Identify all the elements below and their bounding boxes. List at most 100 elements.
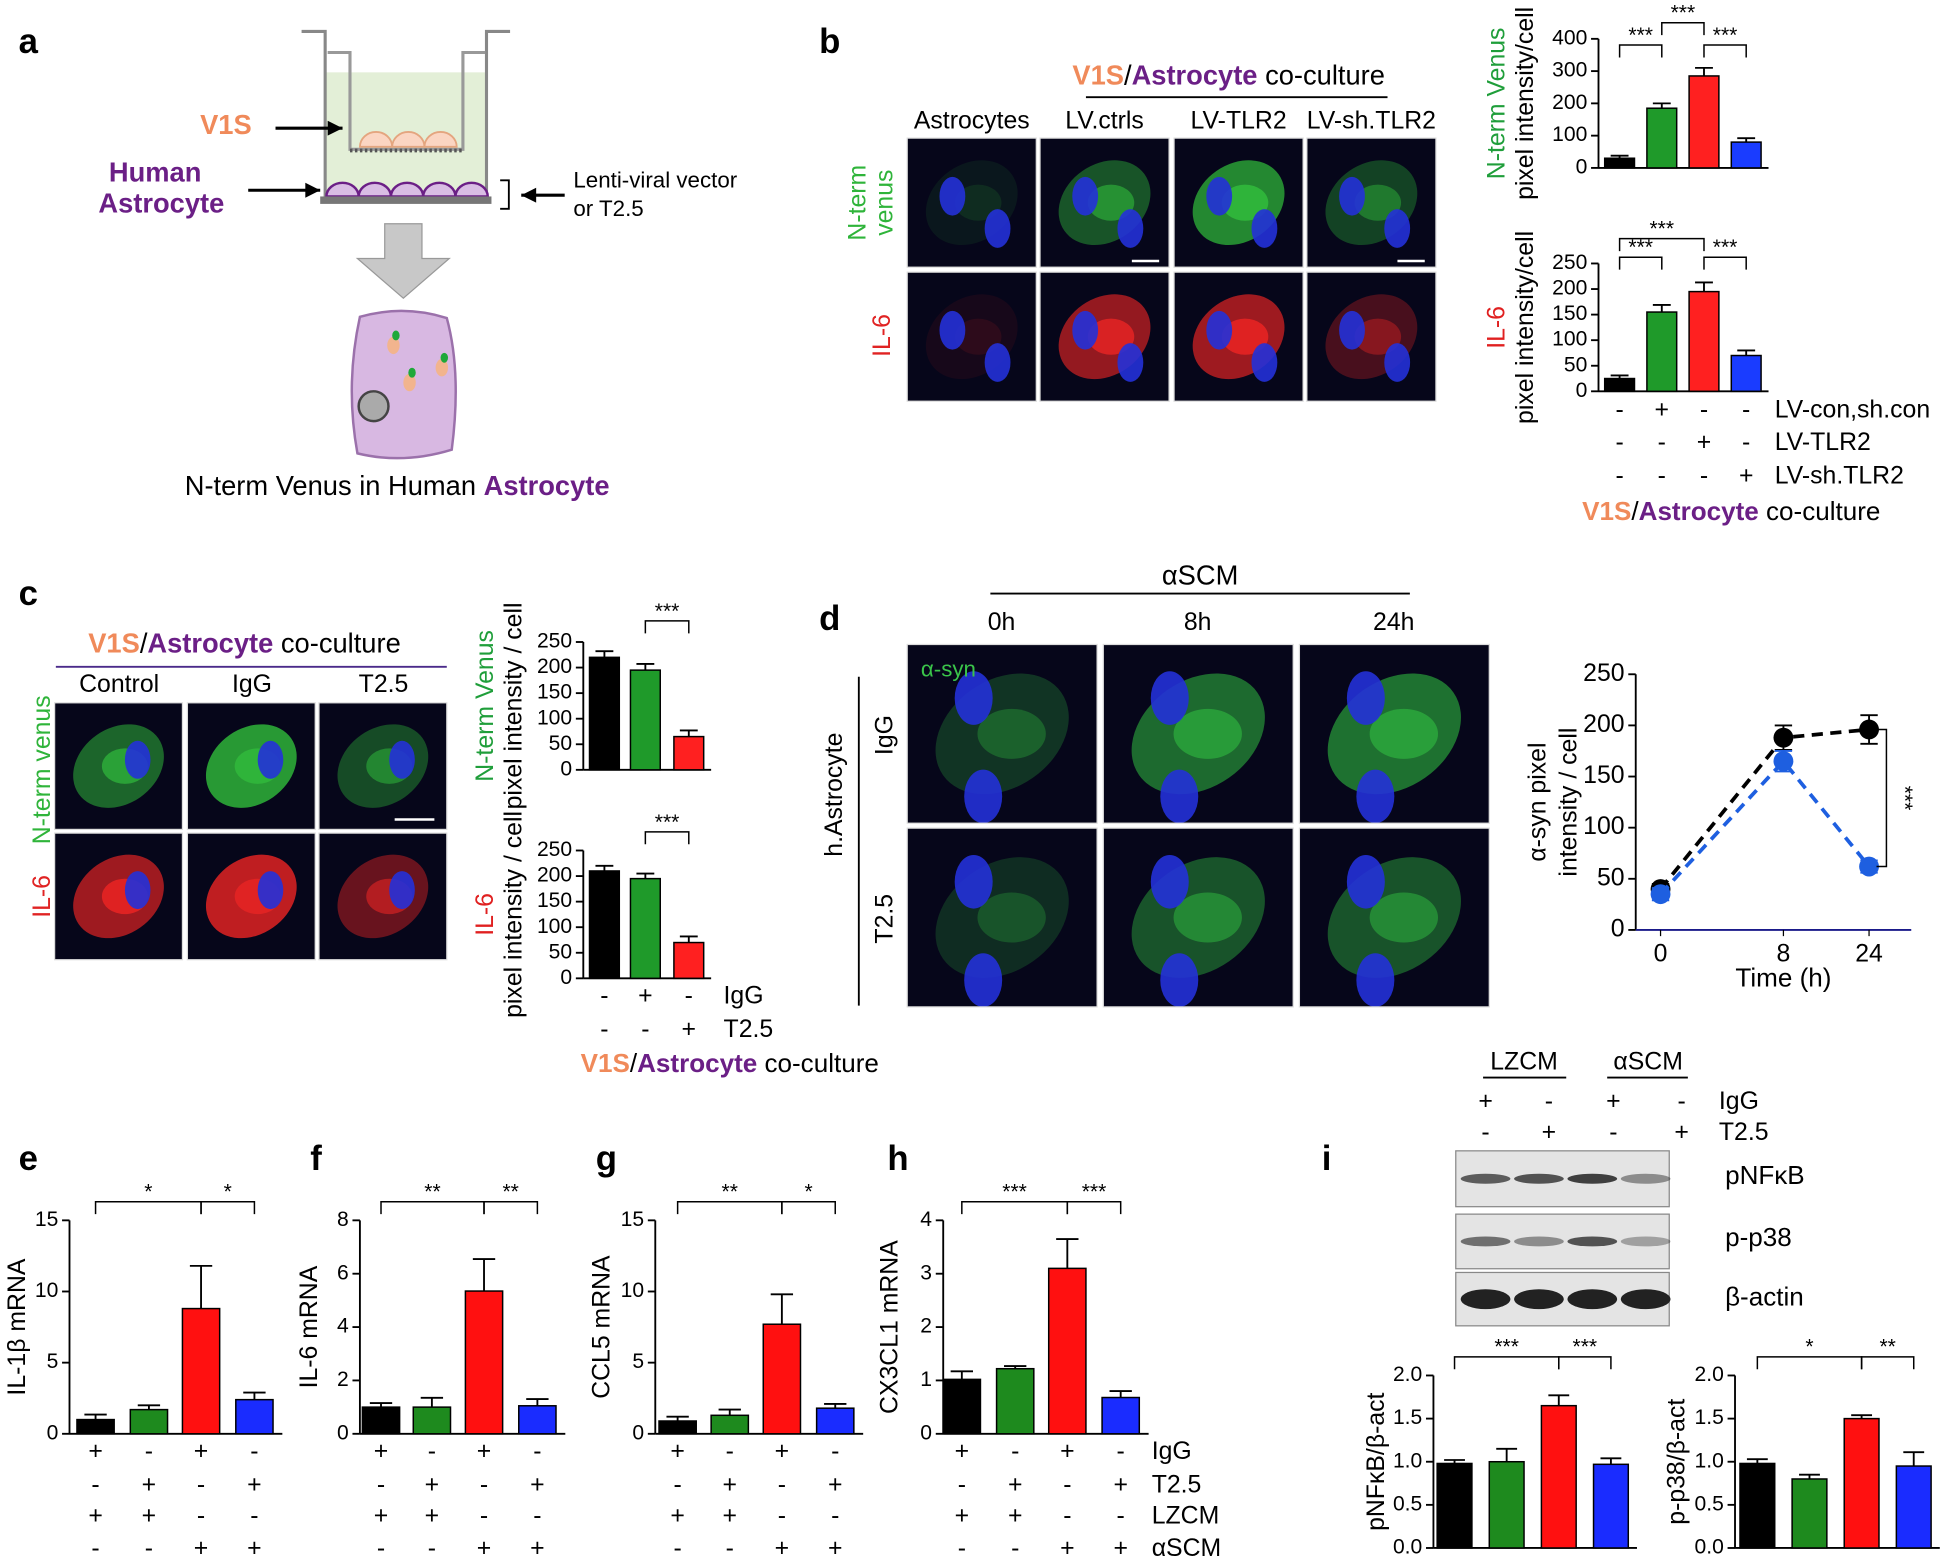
condition-sign: - (778, 1503, 786, 1530)
condition-footer: V1S/Astrocyte co-culture (1582, 496, 1880, 526)
micrograph-border (1039, 271, 1170, 402)
nucleus-stain (389, 871, 415, 910)
condition-sign: + (1655, 397, 1670, 424)
condition-sign: - (1658, 463, 1666, 490)
y-tick-label: 4 (920, 1208, 932, 1231)
condition-sign: + (670, 1438, 685, 1465)
image-column-label: 24h (1373, 609, 1414, 636)
significance-bracket (644, 620, 690, 634)
condition-sign: - (1700, 397, 1708, 424)
bar (673, 735, 705, 771)
y-axis-label: N-term Venus (472, 630, 499, 782)
condition-sign: - (1063, 1503, 1071, 1530)
error-bar (1600, 1457, 1622, 1465)
y-tick-label: 50 (549, 940, 572, 963)
significance-label: *** (1628, 24, 1653, 47)
image-row-label: T2.5 (872, 894, 899, 944)
y-tick-label: 0 (47, 1421, 59, 1444)
blot-group-label: LZCM (1490, 1048, 1558, 1075)
condition-sign: - (600, 1016, 608, 1043)
bar (235, 1398, 274, 1435)
significance-label: *** (1671, 2, 1696, 25)
x-tick-label: 24 (1855, 940, 1883, 967)
condition-sign: - (91, 1471, 99, 1498)
bar (658, 1420, 697, 1435)
significance-label: *** (1713, 24, 1738, 47)
micrograph-border (1173, 271, 1304, 402)
micrograph-border (1173, 137, 1304, 268)
y-tick-label: 3 (920, 1261, 932, 1284)
condition-sign: + (1060, 1438, 1075, 1465)
y-axis-label: p-p38/β-act (1663, 1399, 1690, 1525)
condition-sign: - (1615, 463, 1623, 490)
significance-bracket (200, 1200, 256, 1215)
cell-signal (1369, 892, 1439, 943)
blot-band (1514, 1173, 1564, 1184)
nucleus-stain (1206, 176, 1233, 216)
y-tick-label: 200 (537, 655, 572, 678)
cell-signal (1221, 318, 1269, 355)
y-tick-label: 8 (337, 1208, 349, 1231)
significance-bracket (1876, 728, 1888, 868)
y-axis-label: IL-6 (1484, 306, 1511, 349)
micrograph-border (318, 832, 448, 961)
significance-label: * (1805, 1336, 1813, 1359)
significance-label: *** (1002, 1181, 1027, 1204)
image-header-part: / (1124, 60, 1132, 91)
condition-sign: - (377, 1471, 385, 1498)
significance-bracket (1618, 256, 1663, 270)
well-base (320, 196, 492, 204)
condition-sign: - (1545, 1088, 1553, 1115)
blot-band (1620, 1236, 1671, 1247)
y-tick-label: 400 (1552, 26, 1587, 49)
y-tick-label: 0 (920, 1421, 932, 1444)
image-row-label: IL-6 (29, 875, 56, 918)
condition-sign: - (1117, 1503, 1125, 1530)
nucleus-stain (1160, 769, 1199, 824)
condition-sign: + (1478, 1088, 1493, 1115)
image-column-label: LV-sh.TLR2 (1307, 108, 1436, 135)
error-bar (84, 1413, 107, 1420)
error-bar (950, 1370, 973, 1380)
condition-sign: - (958, 1471, 966, 1498)
micrograph-border (1039, 137, 1170, 268)
blot-band (1514, 1289, 1564, 1310)
significance-label: * (224, 1181, 232, 1204)
y-tick-label: 1.5 (1393, 1406, 1422, 1429)
image-header: V1S/Astrocyte co-culture (88, 628, 401, 659)
caption-part: Astrocyte (484, 470, 610, 501)
condition-sign: + (1674, 1119, 1689, 1146)
condition-footer-part: V1S (581, 1048, 630, 1078)
condition-sign: - (480, 1503, 488, 1530)
image-column-label: 0h (988, 609, 1016, 636)
bar (1688, 290, 1720, 393)
error-bar (189, 1264, 213, 1309)
image-column-label: 8h (1184, 609, 1212, 636)
blot-band (1460, 1289, 1511, 1310)
y-tick-label: 0 (337, 1421, 349, 1444)
significance-label: ** (722, 1181, 738, 1204)
cell-signal (1173, 892, 1242, 943)
nucleus-stain (1339, 176, 1365, 216)
blot-band (1460, 1236, 1511, 1247)
condition-sign: - (685, 983, 693, 1010)
image-header-part: Astrocyte (1132, 60, 1258, 91)
nucleus-stain (1150, 854, 1189, 909)
significance-bracket (1618, 44, 1663, 58)
nucleus-stain (1072, 176, 1099, 216)
error-bar (1496, 1447, 1518, 1462)
significance-bracket (1661, 21, 1705, 36)
nucleus-stain (389, 740, 415, 779)
micrograph-border (906, 271, 1037, 402)
image-column-label: Control (79, 671, 159, 698)
condition-sign: - (1011, 1438, 1019, 1465)
significance-label: *** (1628, 236, 1653, 259)
error-bar (526, 1398, 549, 1406)
condition-sign: + (477, 1535, 492, 1562)
image-side-label: h.Astrocyte (821, 733, 848, 857)
nucleus-stain (1072, 310, 1099, 350)
y-tick-label: 5 (632, 1350, 644, 1373)
y-tick-label: 6 (337, 1261, 349, 1284)
y-tick-label: 10 (621, 1279, 644, 1302)
